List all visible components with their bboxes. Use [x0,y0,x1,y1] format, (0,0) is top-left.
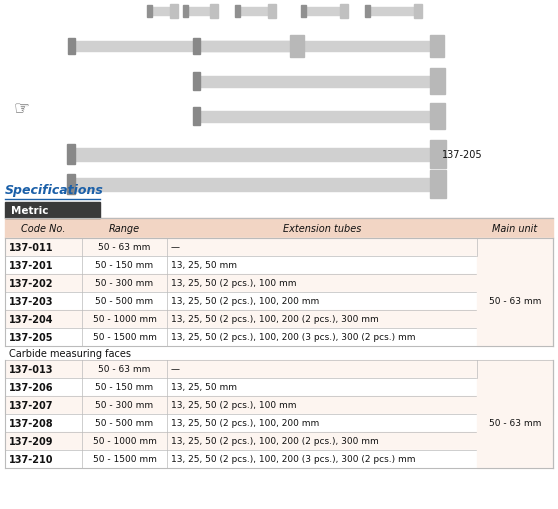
Text: 13, 25, 50 mm: 13, 25, 50 mm [171,261,237,270]
Text: Extension tubes: Extension tubes [283,223,361,234]
Text: Specifications: Specifications [5,184,104,196]
Text: —: — [171,365,180,374]
Text: 50 - 500 mm: 50 - 500 mm [95,297,153,306]
Text: ☞: ☞ [14,99,30,117]
Bar [370,8,414,16]
Text: 137-205: 137-205 [9,332,54,343]
Bar [290,36,304,58]
Text: 137-011: 137-011 [9,242,54,252]
Text: Metric: Metric [11,206,49,216]
Bar [75,42,290,52]
Text: 13, 25, 50 mm: 13, 25, 50 mm [171,383,237,392]
Text: 50 - 63 mm: 50 - 63 mm [98,243,151,252]
Text: 137-202: 137-202 [9,278,54,289]
Bar [414,5,422,19]
Bar [235,6,240,18]
Text: 50 - 1000 mm: 50 - 1000 mm [93,315,156,324]
Text: 50 - 63 mm: 50 - 63 mm [98,365,151,374]
Text: 50 - 150 mm: 50 - 150 mm [95,383,153,392]
Text: 13, 25, 50 (2 pcs.), 100, 200 (2 pcs.), 300 mm: 13, 25, 50 (2 pcs.), 100, 200 (2 pcs.), … [171,437,379,445]
Bar [5,328,553,346]
Text: 137-204: 137-204 [9,315,54,324]
Bar [68,39,75,55]
Text: 13, 25, 50 (2 pcs.), 100, 200 mm: 13, 25, 50 (2 pcs.), 100, 200 mm [171,297,319,306]
Text: 50 - 1000 mm: 50 - 1000 mm [93,437,156,445]
Text: 50 - 300 mm: 50 - 300 mm [95,401,153,410]
Bar [240,8,268,16]
Text: 13, 25, 50 (2 pcs.), 100 mm: 13, 25, 50 (2 pcs.), 100 mm [171,279,296,288]
Text: 50 - 63 mm: 50 - 63 mm [489,419,541,428]
Bar [200,111,430,122]
Text: 13, 25, 50 (2 pcs.), 100, 200 (2 pcs.), 300 mm: 13, 25, 50 (2 pcs.), 100, 200 (2 pcs.), … [171,315,379,324]
Bar [430,171,446,199]
Bar [75,178,430,191]
Bar [5,257,553,274]
Bar [5,414,553,432]
Bar [5,310,553,328]
Text: 50 - 1500 mm: 50 - 1500 mm [93,455,156,464]
Bar [152,8,170,16]
Bar [67,145,75,165]
Text: 13, 25, 50 (2 pcs.), 100, 200 (3 pcs.), 300 (2 pcs.) mm: 13, 25, 50 (2 pcs.), 100, 200 (3 pcs.), … [171,455,416,464]
Text: 50 - 300 mm: 50 - 300 mm [95,279,153,288]
Bar [5,293,553,310]
Bar [477,378,553,468]
Text: 137-210: 137-210 [9,454,54,464]
Text: 13, 25, 50 (2 pcs.), 100 mm: 13, 25, 50 (2 pcs.), 100 mm [171,401,296,410]
Text: 137-208: 137-208 [9,418,54,428]
Bar [268,5,276,19]
Bar [183,6,188,18]
Bar [170,5,178,19]
Bar [193,39,200,55]
Bar [430,36,444,58]
Text: 50 - 63 mm: 50 - 63 mm [489,297,541,306]
Text: 137-201: 137-201 [9,261,54,270]
Bar [430,140,446,169]
Bar [5,274,553,293]
Bar [188,8,210,16]
Bar [67,174,75,195]
Bar [200,76,430,88]
Bar [193,72,200,91]
Text: 50 - 500 mm: 50 - 500 mm [95,419,153,428]
Bar [430,69,445,95]
Bar [340,5,348,19]
Text: Range: Range [109,223,140,234]
Bar [477,257,553,346]
Bar [301,6,306,18]
Bar [5,378,553,396]
Text: 13, 25, 50 (2 pcs.), 100, 200 mm: 13, 25, 50 (2 pcs.), 100, 200 mm [171,419,319,428]
Bar [5,360,553,378]
Text: 137-206: 137-206 [9,382,54,392]
Bar [5,396,553,414]
Text: —: — [171,243,180,252]
Bar [430,104,445,129]
Text: 137-209: 137-209 [9,436,54,446]
Text: 137-205: 137-205 [442,150,483,160]
Text: 137-207: 137-207 [9,400,54,410]
Bar [5,203,100,218]
Bar [306,8,340,16]
Text: Main unit: Main unit [492,223,537,234]
Bar [210,5,218,19]
Text: Carbide measuring faces: Carbide measuring faces [9,348,131,358]
Bar [5,432,553,450]
Text: 137-203: 137-203 [9,296,54,306]
Text: 137-013: 137-013 [9,364,54,374]
Bar [5,346,553,360]
Text: Code No.: Code No. [21,223,66,234]
Bar [5,218,553,239]
Bar [5,450,553,468]
Bar [147,6,152,18]
Bar [75,148,430,161]
Bar [200,42,430,52]
Text: 50 - 1500 mm: 50 - 1500 mm [93,333,156,342]
Bar [5,239,553,257]
Text: 13, 25, 50 (2 pcs.), 100, 200 (3 pcs.), 300 (2 pcs.) mm: 13, 25, 50 (2 pcs.), 100, 200 (3 pcs.), … [171,333,416,342]
Bar [193,107,200,126]
Text: 50 - 150 mm: 50 - 150 mm [95,261,153,270]
Bar [365,6,370,18]
